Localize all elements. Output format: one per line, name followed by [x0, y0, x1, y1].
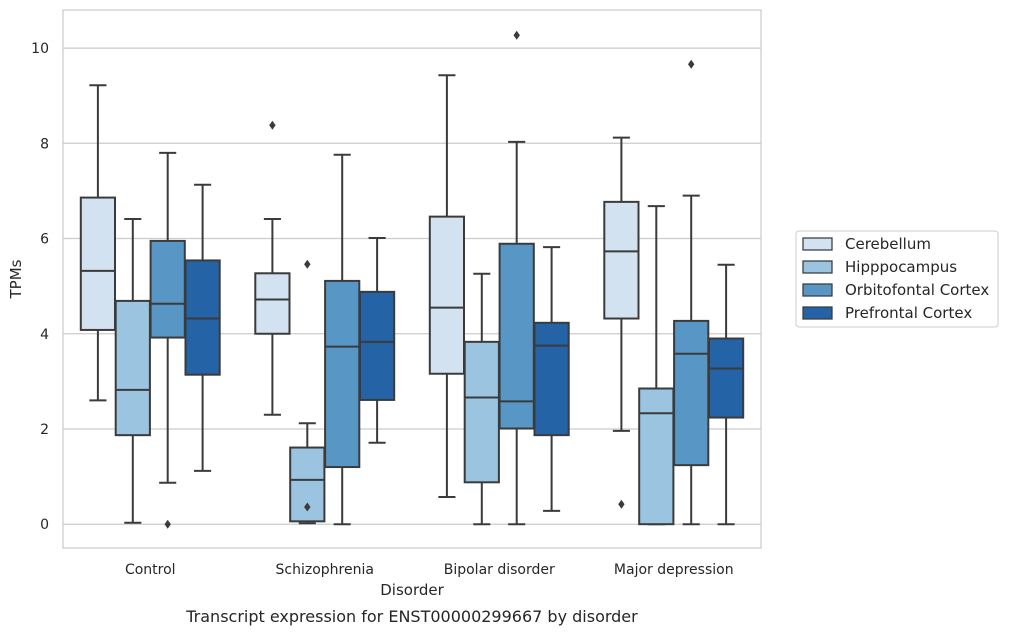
box-iqr: [114, 299, 151, 437]
box-iqr: [324, 279, 361, 469]
box-groups: [79, 30, 745, 529]
box-hipppocampus-3: [638, 205, 675, 526]
box-iqr: [358, 290, 396, 401]
box-iqr: [603, 200, 640, 320]
legend-swatch: [802, 283, 833, 297]
legend-label: Hipppocampus: [845, 258, 957, 276]
legend-label: Orbitofontal Cortex: [845, 281, 989, 299]
box-cerebellum-3: [603, 136, 640, 509]
legend-frame: [795, 230, 999, 328]
figure-caption: Transcript expression for ENST0000029966…: [185, 607, 638, 626]
box-orbitofontal-cortex-3: [673, 59, 710, 526]
legend-label: Prefrontal Cortex: [845, 304, 972, 322]
legend-swatch: [802, 306, 833, 320]
legend-label: Cerebellum: [845, 235, 931, 253]
box-orbitofontal-cortex-0: [149, 151, 186, 529]
legend: Cerebellum Hipppocampus Orbitofontal Corte…: [795, 230, 999, 328]
box-hipppocampus-2: [463, 272, 500, 526]
box-prefrontal-cortex-2: [533, 246, 570, 512]
box-iqr: [533, 321, 570, 437]
box-iqr: [149, 239, 186, 339]
y-tick-label: 0: [40, 517, 49, 533]
y-tick-label: 4: [40, 327, 49, 343]
box-cerebellum-2: [428, 74, 466, 499]
x-tick-labels: Control Schizophrenia Bipolar disorder Majo…: [125, 562, 734, 578]
x-tick-label: Schizophrenia: [276, 562, 374, 578]
outlier-point: [618, 499, 625, 509]
outlier-point: [269, 120, 276, 130]
box-prefrontal-cortex-3: [707, 263, 745, 526]
y-tick-label: 10: [31, 41, 49, 57]
outlier-point: [164, 519, 171, 529]
box-iqr: [707, 337, 745, 419]
outlier-point: [304, 259, 311, 269]
legend-swatch: [802, 237, 833, 251]
box-iqr: [254, 272, 291, 335]
box-iqr: [463, 340, 500, 484]
box-cerebellum-0: [79, 84, 117, 402]
y-axis-title: TPMs: [7, 259, 25, 299]
box-iqr: [498, 242, 535, 430]
y-tick-labels: 0 2 4 6 8 10: [31, 41, 49, 533]
outlier-point: [513, 30, 520, 40]
box-iqr: [428, 215, 466, 375]
x-tick-label: Major depression: [614, 562, 734, 578]
y-tick-label: 6: [40, 232, 49, 248]
x-axis-title: Disorder: [380, 581, 444, 599]
box-iqr: [638, 387, 675, 526]
outlier-point: [688, 59, 695, 69]
y-tick-label: 8: [40, 136, 49, 152]
box-hipppocampus-0: [114, 218, 151, 524]
box-iqr: [673, 319, 710, 467]
box-cerebellum-1: [254, 120, 291, 416]
box-orbitofontal-cortex-2: [498, 30, 535, 526]
x-tick-label: Control: [125, 562, 176, 578]
outlier-point: [304, 502, 311, 512]
y-tick-label: 2: [40, 422, 49, 438]
legend-swatch: [802, 260, 833, 274]
box-hipppocampus-1: [289, 259, 326, 525]
box-prefrontal-cortex-1: [358, 237, 396, 444]
box-prefrontal-cortex-0: [184, 183, 221, 472]
x-tick-label: Bipolar disorder: [444, 562, 555, 578]
box-iqr: [79, 196, 117, 331]
